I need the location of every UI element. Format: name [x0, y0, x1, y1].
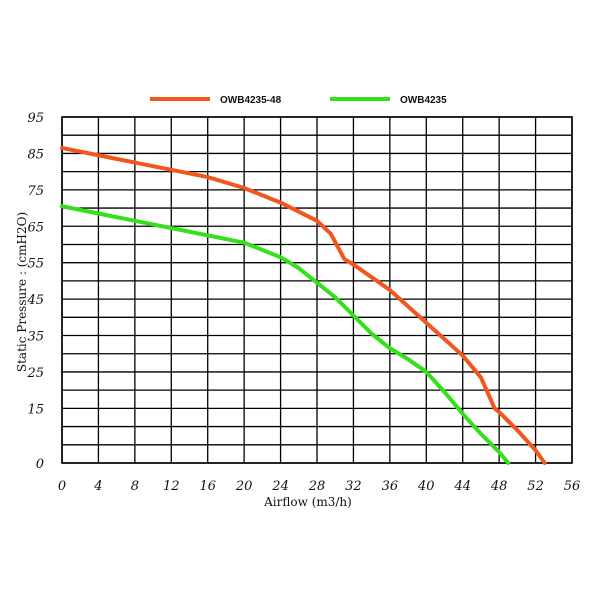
series-line-1 [60, 145, 547, 465]
x-tick-label: 32 [345, 479, 362, 494]
x-tick-label: 12 [163, 479, 180, 494]
y-tick-label: 65 [27, 220, 44, 235]
x-tick-label: 4 [93, 479, 102, 494]
legend-label-2: OWB4235 [400, 95, 447, 106]
legend: OWB4235-48 OWB4235 [150, 95, 447, 106]
x-tick-labels: 0 4 8 12 16 20 24 28 32 36 40 44 48 52 56 [58, 479, 580, 494]
x-tick-label: 56 [564, 479, 581, 494]
series-line-2 [60, 204, 511, 465]
y-tick-label: 95 [27, 111, 44, 126]
y-axis-label: Static Pressure : (cmH2O) [15, 212, 29, 372]
x-tick-label: 40 [417, 479, 435, 494]
y-tick-label: 45 [26, 293, 44, 308]
x-tick-label: 28 [308, 479, 326, 494]
y-tick-label: 35 [27, 330, 44, 345]
x-tick-label: 20 [235, 479, 253, 494]
x-tick-label: 0 [58, 479, 66, 494]
y-tick-label: 15 [27, 402, 44, 417]
y-tick-label: 0 [36, 457, 44, 472]
x-axis-label: Airflow (m3/h) [263, 495, 352, 509]
x-tick-label: 44 [453, 479, 471, 494]
x-tick-label: 52 [527, 479, 544, 494]
y-tick-labels: 0 15 25 35 45 55 65 75 85 95 [26, 111, 44, 472]
x-tick-label: 36 [382, 479, 399, 494]
y-tick-label: 75 [27, 184, 44, 199]
x-tick-label: 16 [199, 479, 216, 494]
x-tick-label: 48 [490, 479, 508, 494]
x-tick-label: 24 [271, 479, 289, 494]
y-tick-label: 25 [26, 366, 44, 381]
plot-frame [61, 116, 573, 464]
y-tick-label: 85 [27, 147, 44, 162]
x-tick-label: 8 [131, 479, 139, 494]
legend-label-1: OWB4235-48 [220, 95, 282, 106]
grid [61, 116, 573, 464]
series-layer [60, 145, 547, 465]
y-tick-label: 55 [27, 257, 44, 272]
